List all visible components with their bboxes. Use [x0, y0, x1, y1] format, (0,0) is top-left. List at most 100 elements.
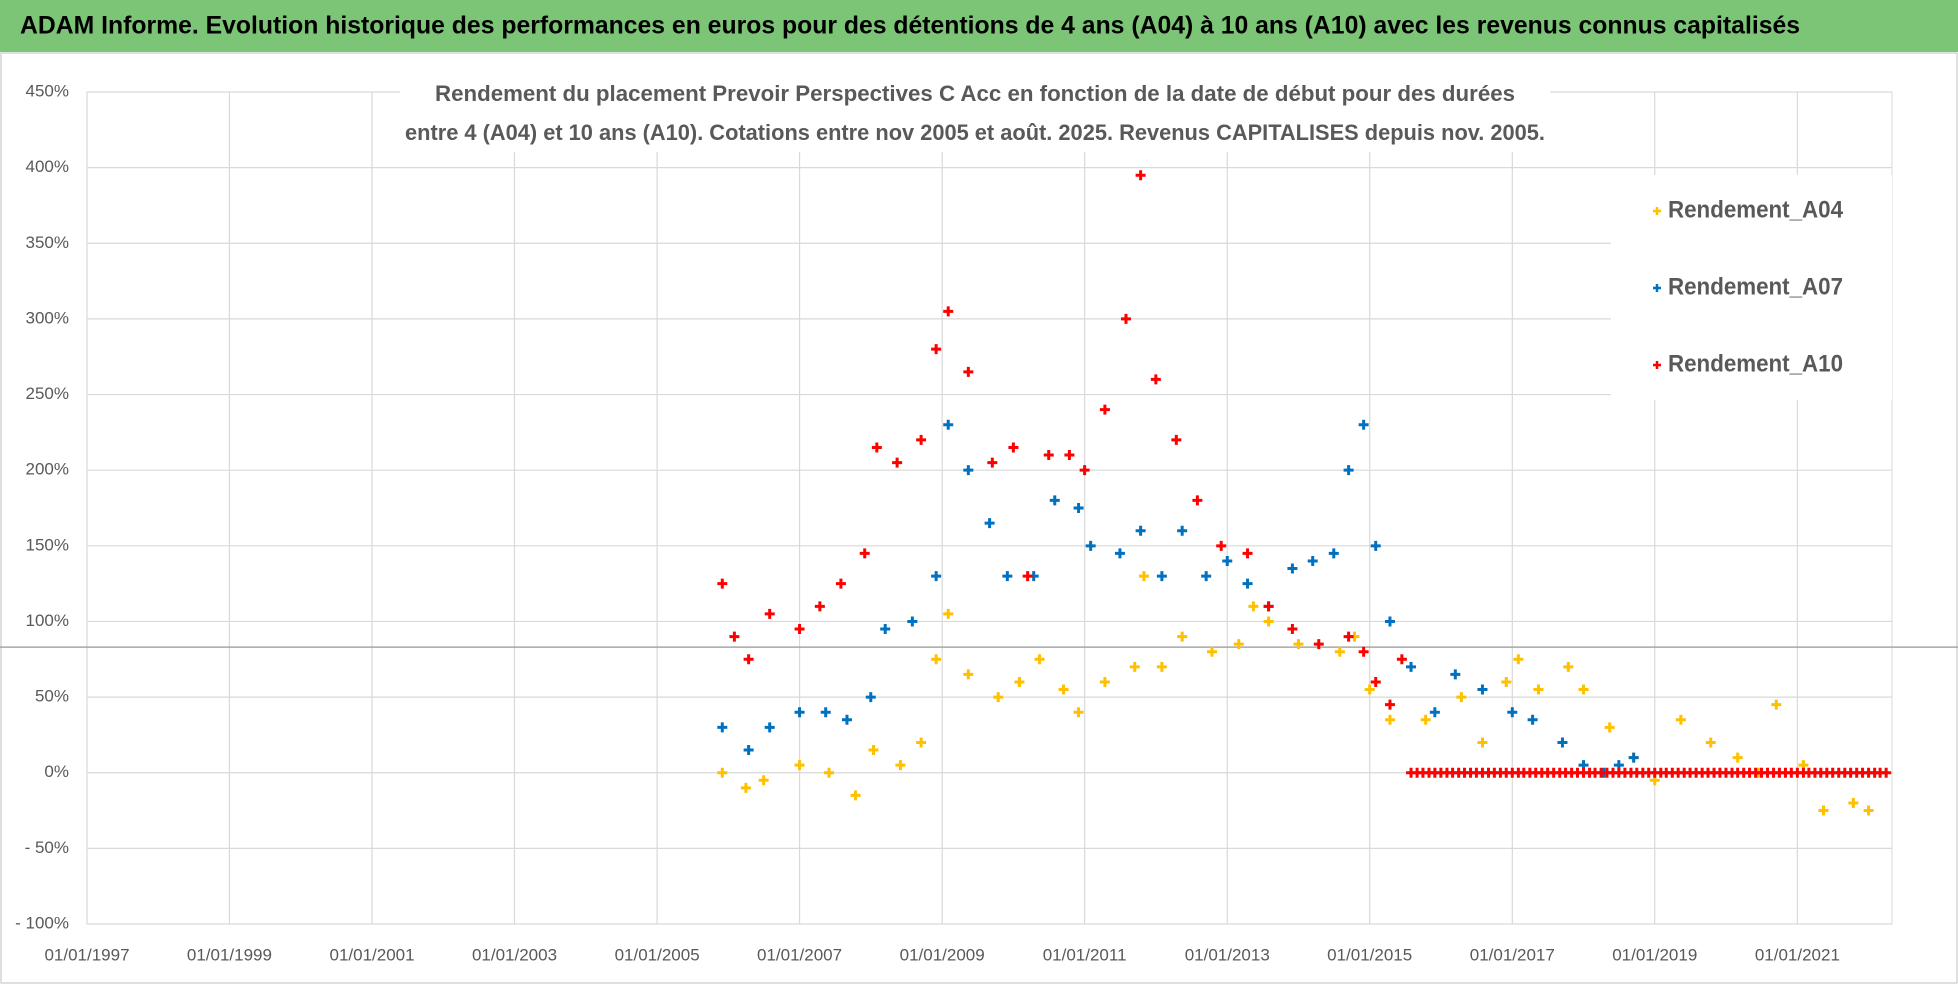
point: [1881, 767, 1892, 778]
point: [1604, 722, 1615, 733]
point: [1099, 404, 1110, 415]
point: [987, 457, 998, 468]
point: [1477, 737, 1488, 748]
point: [1049, 495, 1060, 506]
legend-marker: [1653, 207, 1661, 215]
point: [1064, 450, 1075, 461]
point: [1242, 578, 1253, 589]
y-tick-label: 300%: [26, 308, 69, 327]
point: [1085, 540, 1096, 551]
x-tick-label: 01/01/2013: [1185, 945, 1270, 964]
y-tick-label: 350%: [26, 233, 69, 252]
point: [1818, 805, 1829, 816]
y-tick-label: 150%: [26, 535, 69, 554]
point: [717, 578, 728, 589]
point: [1334, 646, 1345, 657]
point: [1014, 676, 1025, 687]
point: [764, 722, 775, 733]
point: [865, 692, 876, 703]
point: [717, 767, 728, 778]
point: [1150, 374, 1161, 385]
point: [963, 366, 974, 377]
point: [1073, 503, 1084, 513]
point: [1079, 465, 1090, 476]
point: [1120, 313, 1131, 324]
point: [1343, 465, 1354, 476]
x-tick-label: 01/01/2009: [900, 945, 985, 964]
point: [1848, 797, 1859, 808]
point: [1073, 707, 1084, 718]
y-tick-label: 0%: [44, 762, 69, 781]
point: [1177, 525, 1188, 536]
point: [814, 601, 825, 612]
point: [1043, 450, 1054, 461]
point: [1114, 548, 1125, 559]
point: [1396, 654, 1407, 665]
point: [758, 775, 769, 786]
point: [931, 654, 942, 665]
point: [1513, 654, 1524, 665]
point: [1002, 571, 1013, 582]
y-tick-label: 200%: [26, 460, 69, 479]
x-tick-label: 01/01/2001: [330, 945, 415, 964]
point: [1201, 571, 1212, 582]
point: [1287, 624, 1298, 635]
point: [794, 760, 805, 771]
point: [824, 767, 835, 778]
point: [1313, 639, 1324, 650]
point: [850, 790, 861, 801]
point: [943, 608, 954, 619]
point: [1507, 707, 1518, 718]
point: [1384, 714, 1395, 725]
x-tick-label: 01/01/1997: [44, 945, 129, 964]
point: [1022, 571, 1033, 582]
point: [1171, 434, 1182, 445]
y-tick-label: - 100%: [15, 913, 69, 932]
point: [1501, 676, 1512, 687]
point: [916, 434, 927, 445]
point: [943, 306, 954, 317]
point: [1192, 495, 1203, 506]
point: [1177, 631, 1188, 642]
point: [1129, 661, 1140, 672]
point: [907, 616, 918, 627]
point: [1384, 699, 1395, 710]
point: [1263, 601, 1274, 612]
y-tick-label: 400%: [26, 157, 69, 176]
point: [1138, 571, 1149, 582]
point: [1628, 752, 1639, 763]
point: [1370, 540, 1381, 551]
point: [1384, 616, 1395, 627]
x-tick-label: 01/01/1999: [187, 945, 272, 964]
point: [1343, 631, 1354, 642]
point: [1287, 563, 1298, 574]
point: [1207, 646, 1218, 657]
x-tick-label: 01/01/2011: [1043, 945, 1127, 964]
point: [1675, 714, 1686, 725]
x-tick-label: 01/01/2017: [1470, 945, 1555, 964]
point: [871, 442, 882, 453]
point: [963, 465, 974, 476]
point: [717, 722, 728, 733]
point: [1058, 684, 1069, 695]
x-tick-label: 01/01/2019: [1612, 945, 1697, 964]
point: [794, 707, 805, 718]
legend-marker: [1653, 284, 1661, 292]
point: [1370, 676, 1381, 687]
y-tick-label: 100%: [26, 611, 69, 630]
y-tick-label: 50%: [35, 687, 69, 706]
x-tick-label: 01/01/2021: [1755, 945, 1840, 964]
header-band: [0, 0, 1958, 52]
point: [916, 737, 927, 748]
point: [764, 608, 775, 619]
point: [1863, 805, 1874, 816]
y-tick-label: - 50%: [25, 838, 69, 857]
point: [1099, 676, 1110, 687]
point: [1406, 661, 1417, 672]
point: [880, 624, 891, 635]
point: [729, 631, 740, 642]
point: [1771, 699, 1782, 710]
point: [963, 669, 974, 680]
